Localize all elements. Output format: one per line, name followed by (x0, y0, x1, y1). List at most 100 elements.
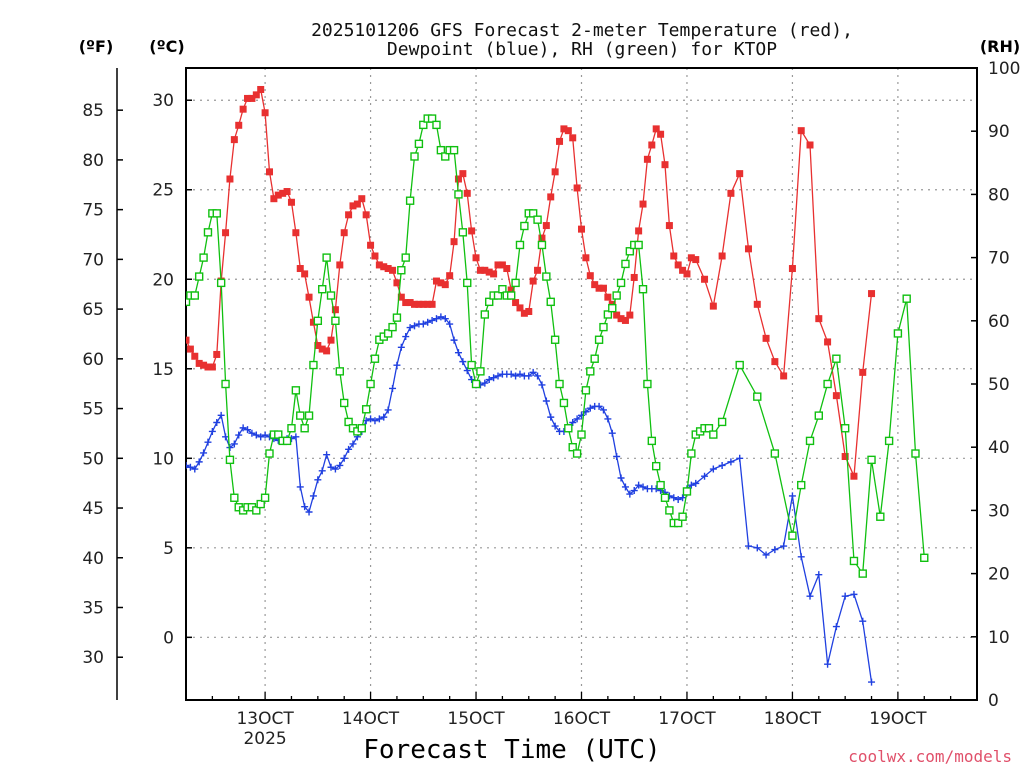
rh-point (199, 253, 208, 262)
x-tick-label: 13OCT (236, 709, 294, 729)
dewpoint-point (859, 617, 867, 625)
dewpoint-point (599, 406, 607, 414)
temperature-point (349, 202, 357, 210)
temperature-point (626, 311, 634, 319)
rh-point (282, 436, 292, 446)
rh-point (414, 139, 424, 149)
temperature-point (560, 125, 568, 133)
rh-point (506, 291, 516, 300)
temperature-point (665, 222, 673, 230)
dewpoint-point (490, 374, 498, 382)
dewpoint-point (516, 370, 524, 378)
rh-point (805, 436, 815, 446)
rh-point (485, 297, 494, 307)
dewpoint-point (204, 438, 212, 446)
rh-point (467, 360, 476, 370)
dewpoint-point (349, 440, 357, 448)
temperature-point (687, 254, 695, 262)
fahrenheit-tick-label: 65 (82, 300, 104, 320)
rh-point (884, 436, 894, 446)
grid-lines (186, 68, 977, 700)
fahrenheit-tick-label: 85 (82, 101, 104, 121)
dewpoint-point (604, 415, 612, 423)
temperature-point (582, 254, 590, 262)
rh-point (673, 518, 683, 528)
temperature-point (617, 315, 625, 323)
rh-series (186, 114, 929, 578)
fahrenheit-tick-label: 40 (82, 549, 104, 569)
dewpoint-point (393, 361, 401, 369)
rh-point (300, 424, 309, 433)
dewpoint-point (586, 404, 594, 412)
temperature-point (771, 358, 779, 366)
rh-point (304, 411, 314, 420)
temperature-point (661, 161, 669, 169)
temperature-point (551, 168, 559, 176)
dewpoint-point (617, 474, 625, 482)
dewpoint-point (424, 318, 432, 326)
dewpoint-line (186, 316, 873, 683)
rh-point (383, 329, 393, 338)
temperature-point (709, 302, 717, 310)
rh-point (427, 114, 437, 123)
temperature-point (806, 141, 814, 149)
rh-point (471, 379, 481, 389)
temperature-point (331, 306, 339, 314)
rh-point (392, 313, 402, 322)
temperature-point (397, 293, 405, 301)
temperature-point (599, 284, 607, 292)
temperature-point (815, 315, 823, 323)
temperature-point (389, 266, 397, 274)
fahrenheit-tick-label: 55 (82, 400, 104, 420)
temperature-point (380, 263, 388, 271)
temperature-point (200, 361, 208, 369)
dewpoint-point (463, 367, 471, 375)
temperature-point (718, 252, 726, 260)
dewpoint-point (573, 415, 581, 423)
rh-point (652, 461, 661, 471)
rh-point (634, 240, 643, 250)
x-tick-label: 16OCT (553, 709, 611, 729)
rh-point (638, 285, 648, 294)
dewpoint-point (195, 458, 203, 466)
dewpoint-point (868, 678, 876, 686)
temperature-point (213, 350, 221, 358)
temperature-point (476, 266, 484, 274)
rh-point (449, 145, 459, 155)
temperature-point (327, 336, 335, 344)
temperature-point (832, 392, 840, 400)
temperature-point (578, 225, 585, 233)
x-axis-title: Forecast Time (UTC) (363, 735, 660, 765)
rh-point (436, 145, 446, 155)
temperature-point (432, 277, 440, 285)
rh-unit-label: (RH) (980, 37, 1020, 56)
dewpoint-point (507, 370, 515, 378)
temperature-point (362, 211, 370, 219)
rh-point (559, 398, 569, 408)
temperature-point (314, 342, 322, 350)
rh-point (770, 449, 780, 458)
dewpoint-point (679, 494, 687, 502)
rh-tick-label: 100 (988, 59, 1020, 79)
dewpoint-point (485, 376, 493, 384)
temperature-point (595, 284, 603, 292)
rh-point (678, 512, 687, 521)
dewpoint-point (200, 449, 208, 457)
fahrenheit-tick-label: 80 (82, 151, 104, 171)
dewpoint-point (718, 461, 726, 469)
rh-tick-label: 40 (988, 438, 1010, 458)
temperature-point (305, 293, 313, 301)
temperature-point (859, 368, 867, 376)
dewpoint-point (692, 479, 700, 487)
temperature-point (841, 453, 849, 461)
dewpoint-point (186, 463, 194, 471)
dewpoint-point (345, 445, 353, 453)
fahrenheit-tick-label: 30 (82, 648, 104, 668)
rh-tick-label: 0 (988, 691, 999, 711)
temperature-point (296, 265, 304, 273)
rh-point (340, 398, 349, 408)
dewpoint-point (744, 542, 752, 550)
rh-point (520, 221, 529, 231)
temperature-point (186, 345, 194, 353)
